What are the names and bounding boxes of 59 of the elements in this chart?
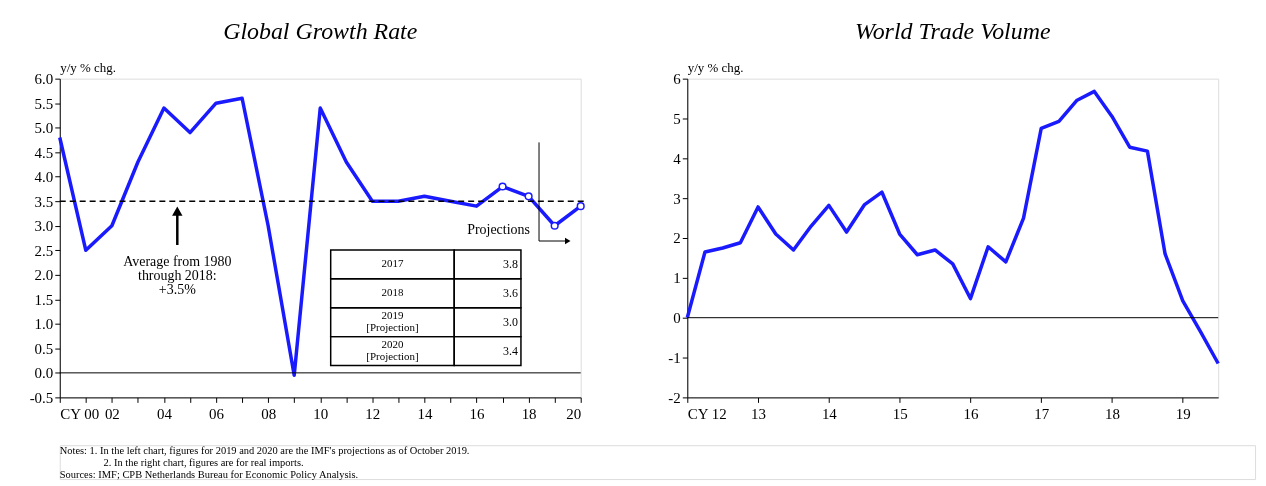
annotation: 3.4 xyxy=(503,344,518,359)
annotation: 2019 [Projection] xyxy=(366,309,419,334)
y-tick-label: 3 xyxy=(673,190,681,207)
x-tick-label: 20 xyxy=(566,405,582,422)
y-tick-label: 6.0 xyxy=(34,71,54,88)
x-tick-label: 15 xyxy=(892,405,908,422)
ref-line-label: Average from 1980 through 2018: +3.5% xyxy=(123,253,232,297)
source-note: Sources: IMF; CPB Netherlands Bureau for Economic Policy Analysis. xyxy=(59,469,359,481)
x-tick-label: 16 xyxy=(963,405,979,422)
y-tick-label: 0 xyxy=(673,310,681,327)
x-tick-label: 12 xyxy=(365,405,381,422)
x-tick-label: 13 xyxy=(751,405,767,422)
y-tick-label: -1 xyxy=(668,350,681,367)
y-tick-label: 4.5 xyxy=(34,144,54,161)
annotation: 2020 [Projection] xyxy=(366,338,419,363)
x-tick-label: 19 xyxy=(1175,405,1191,422)
y-tick-label: 4 xyxy=(673,150,682,167)
y-tick-label: 6 xyxy=(673,71,682,88)
y-tick-label: 4.0 xyxy=(34,169,54,186)
annotation: 2018 xyxy=(381,286,404,299)
x-tick-label: 18 xyxy=(521,405,537,422)
annotation: 3.6 xyxy=(503,286,518,301)
text: Notes: 1. In the left chart, figures for 2019 and 2020 are the IMF's projections as of October 2019. xyxy=(59,445,470,457)
y-tick-label: 5.5 xyxy=(34,95,54,112)
y-tick-label: -2 xyxy=(668,389,681,406)
x-tick-label: 17 xyxy=(1034,405,1050,422)
chart-title: Global Growth Rate xyxy=(223,17,418,44)
y-tick-label: 0.5 xyxy=(34,340,54,357)
x-tick-label: 16 xyxy=(469,405,486,422)
y-tick-label: 0.0 xyxy=(34,365,54,382)
y-tick-label: 3.0 xyxy=(34,218,54,235)
x-tick-label: CY 00 xyxy=(60,405,100,422)
x-tick-label: 10 xyxy=(313,405,329,422)
text: 2. In the right chart, figures are for real imports. xyxy=(103,457,304,469)
y-tick-label: 3.5 xyxy=(34,193,54,210)
chart-title: World Trade Volume xyxy=(854,17,1051,44)
x-tick-label: 14 xyxy=(821,405,838,422)
y-tick-label: 5 xyxy=(673,110,681,127)
y-axis-title: y/y % chg. xyxy=(687,60,744,76)
ref-line-label: Projections xyxy=(467,222,530,238)
annotation: 3.8 xyxy=(503,257,518,272)
y-axis-title: y/y % chg. xyxy=(60,60,116,76)
x-tick-label: 08 xyxy=(261,405,277,422)
x-tick-label: 02 xyxy=(104,405,120,422)
y-tick-label: 2.0 xyxy=(34,267,54,284)
y-tick-label: 2 xyxy=(673,230,681,247)
x-tick-label: 06 xyxy=(209,405,225,422)
x-tick-label: CY 12 xyxy=(687,405,727,422)
x-tick-label: 14 xyxy=(417,405,433,422)
y-tick-label: 2.5 xyxy=(34,242,54,259)
y-tick-label: -0.5 xyxy=(29,389,54,406)
y-tick-label: 1.5 xyxy=(34,291,54,308)
x-tick-label: 04 xyxy=(156,405,173,422)
annotation: 3.0 xyxy=(503,315,518,330)
x-tick-label: 18 xyxy=(1105,405,1120,422)
y-tick-label: 5.0 xyxy=(34,120,54,137)
y-tick-label: 1 xyxy=(673,270,681,287)
y-tick-label: 1.0 xyxy=(34,316,54,333)
annotation: 2017 xyxy=(381,257,404,270)
